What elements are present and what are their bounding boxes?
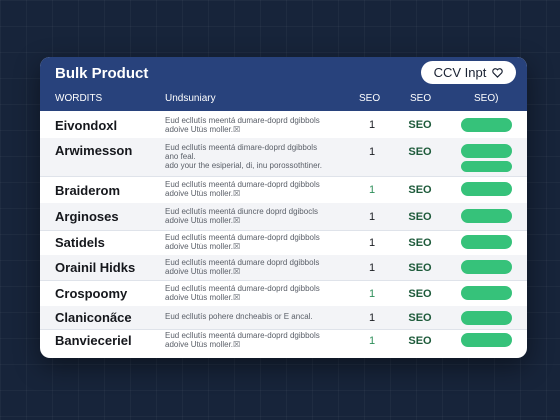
table-row[interactable]: Braiderom Eud ecllutís meentá dumare-dop…: [40, 176, 527, 204]
seo-label: SEO: [408, 312, 432, 324]
product-description: Eud ecllutís meentá dumare-doprd dgibbol…: [165, 284, 365, 302]
product-description: Eud ecllutís meentá dumare doprd dgibbol…: [165, 258, 365, 276]
seo-status-toggle[interactable]: [461, 118, 512, 132]
description-line: adoive Utu̇s moller.☒: [165, 293, 241, 302]
product-count: 1: [368, 288, 376, 300]
product-description: Eud ecllutís meentá dumare-doprd dgibbol…: [165, 116, 365, 134]
description-line: Eud ecllutís meentá dumare-doprd dgibbol…: [165, 233, 320, 242]
product-count: 1: [368, 237, 376, 249]
description-line: adoive Utu̇s moller.☒: [165, 125, 241, 134]
product-count: 1: [368, 312, 376, 324]
description-line: Eud ecllutís meentá dumare doprd dgibbol…: [165, 258, 320, 267]
heart-icon: [492, 67, 504, 78]
panel-header: Bulk Product CCV Inpt: [40, 57, 527, 89]
seo-status-toggle[interactable]: [461, 182, 512, 196]
panel-title: Bulk Product: [55, 65, 149, 82]
description-line: adoive Utu̇s moller.☒: [165, 267, 241, 276]
product-count: 1: [368, 211, 376, 223]
product-description: Eud ecllutís pohere dncheabis or E ancal…: [165, 312, 365, 321]
column-header-seo-3[interactable]: SEO): [474, 93, 499, 104]
description-line: adoive Utu̇s moller.☒: [165, 189, 241, 198]
table-row[interactable]: Arwimesson Eud ecllutís meentá dimare-do…: [40, 138, 527, 177]
product-name: Satidels: [55, 235, 105, 250]
seo-status-toggle[interactable]: [461, 161, 512, 172]
product-count: 1: [368, 146, 376, 158]
description-line: ano feal.: [165, 152, 196, 161]
table-row[interactable]: Arginoses Eud ecllutís meentá diuncre do…: [40, 203, 527, 231]
product-description: Eud ecllutís meentá dimare-doprd dgibbol…: [165, 143, 365, 170]
seo-label: SEO: [408, 146, 432, 158]
seo-label: SEO: [408, 335, 432, 347]
product-name: Banvieceriel: [55, 333, 132, 348]
seo-label: SEO: [408, 119, 432, 131]
product-description: Eud ecllutís meentá dumare-doprd dgibbol…: [165, 233, 365, 251]
description-line: Eud ecllutís meentá dumare-doprd dgibbol…: [165, 116, 320, 125]
description-line: ado your the esiperial, di, inu porossot…: [165, 161, 322, 170]
seo-status-toggle[interactable]: [461, 286, 512, 300]
product-description: Eud ecllutís meentá diuncre doprd dgiboc…: [165, 207, 365, 225]
column-header-seo-2[interactable]: SEO: [410, 93, 432, 104]
seo-status-toggle[interactable]: [461, 209, 512, 223]
description-line: Eud ecllutís meentá dumare-doprd dgibbol…: [165, 284, 320, 293]
product-count: 1: [368, 335, 376, 347]
seo-label: SEO: [408, 288, 432, 300]
table-row[interactable]: Banvieceriel Eud ecllutís meentá dumare-…: [40, 329, 527, 358]
description-line: adoive Utu̇s moller.☒: [165, 216, 241, 225]
seo-label: SEO: [408, 262, 432, 274]
seo-label: SEO: [408, 237, 432, 249]
seo-label: SEO: [408, 184, 432, 196]
description-line: Eud ecllutís meentá dumare-doprd dgibbol…: [165, 180, 320, 189]
product-name: Clanicona̋ce: [55, 310, 132, 325]
product-name: Crospoomy: [55, 286, 128, 301]
description-line: Eud ecllutís meentá dumare-doprd dgibbol…: [165, 331, 320, 340]
description-line: adoive Utu̇s moller.☒: [165, 340, 241, 349]
product-description: Eud ecllutís meentá dumare-doprd dgibbol…: [165, 180, 365, 198]
column-header-summary[interactable]: Undsuniary: [165, 93, 216, 104]
table-row[interactable]: Satidels Eud ecllutís meentá dumare-dopr…: [40, 230, 527, 256]
csv-import-label: CCV Inpt: [433, 65, 487, 80]
table-header: WORDITS Undsuniary SEO SEO SEO): [40, 89, 527, 111]
seo-status-toggle[interactable]: [461, 144, 512, 158]
seo-status-toggle[interactable]: [461, 235, 512, 249]
csv-import-button[interactable]: CCV Inpt: [421, 61, 516, 84]
product-name: Arginoses: [55, 209, 119, 224]
seo-status-toggle[interactable]: [461, 311, 512, 325]
product-count: 1: [368, 184, 376, 196]
product-description: Eud ecllutís meentá dumare-doprd dgibbol…: [165, 331, 365, 349]
product-count: 1: [368, 119, 376, 131]
bulk-product-panel: Bulk Product CCV Inpt WORDITS Undsuniary…: [40, 57, 527, 358]
description-line: Eud ecllutís pohere dncheabis or E ancal…: [165, 312, 313, 321]
description-line: Eud ecllutís meentá dimare-doprd dgibbol…: [165, 143, 318, 152]
description-line: Eud ecllutís meentá diuncre doprd dgiboc…: [165, 207, 318, 216]
description-line: adoive Utu̇s moller.☒: [165, 242, 241, 251]
product-count: 1: [368, 262, 376, 274]
table-row[interactable]: Crospoomy Eud ecllutís meentá dumare-dop…: [40, 280, 527, 307]
product-name: Eivondoxl: [55, 118, 118, 133]
seo-status-toggle[interactable]: [461, 333, 512, 347]
product-name: Orainil Hidks: [55, 260, 136, 275]
seo-label: SEO: [408, 211, 432, 223]
product-name: Braiderom: [55, 183, 121, 198]
seo-status-toggle[interactable]: [461, 260, 512, 274]
product-name: Arwimesson: [55, 143, 133, 158]
table-row[interactable]: Orainil Hidks Eud ecllutís meentá dumare…: [40, 255, 527, 281]
table-row[interactable]: Clanicona̋ce Eud ecllutís pohere dncheab…: [40, 306, 527, 330]
column-header-name[interactable]: WORDITS: [55, 93, 103, 104]
column-header-seo-1[interactable]: SEO: [359, 93, 381, 104]
table-row[interactable]: Eivondoxl Eud ecllutís meentá dumare-dop…: [40, 111, 527, 139]
